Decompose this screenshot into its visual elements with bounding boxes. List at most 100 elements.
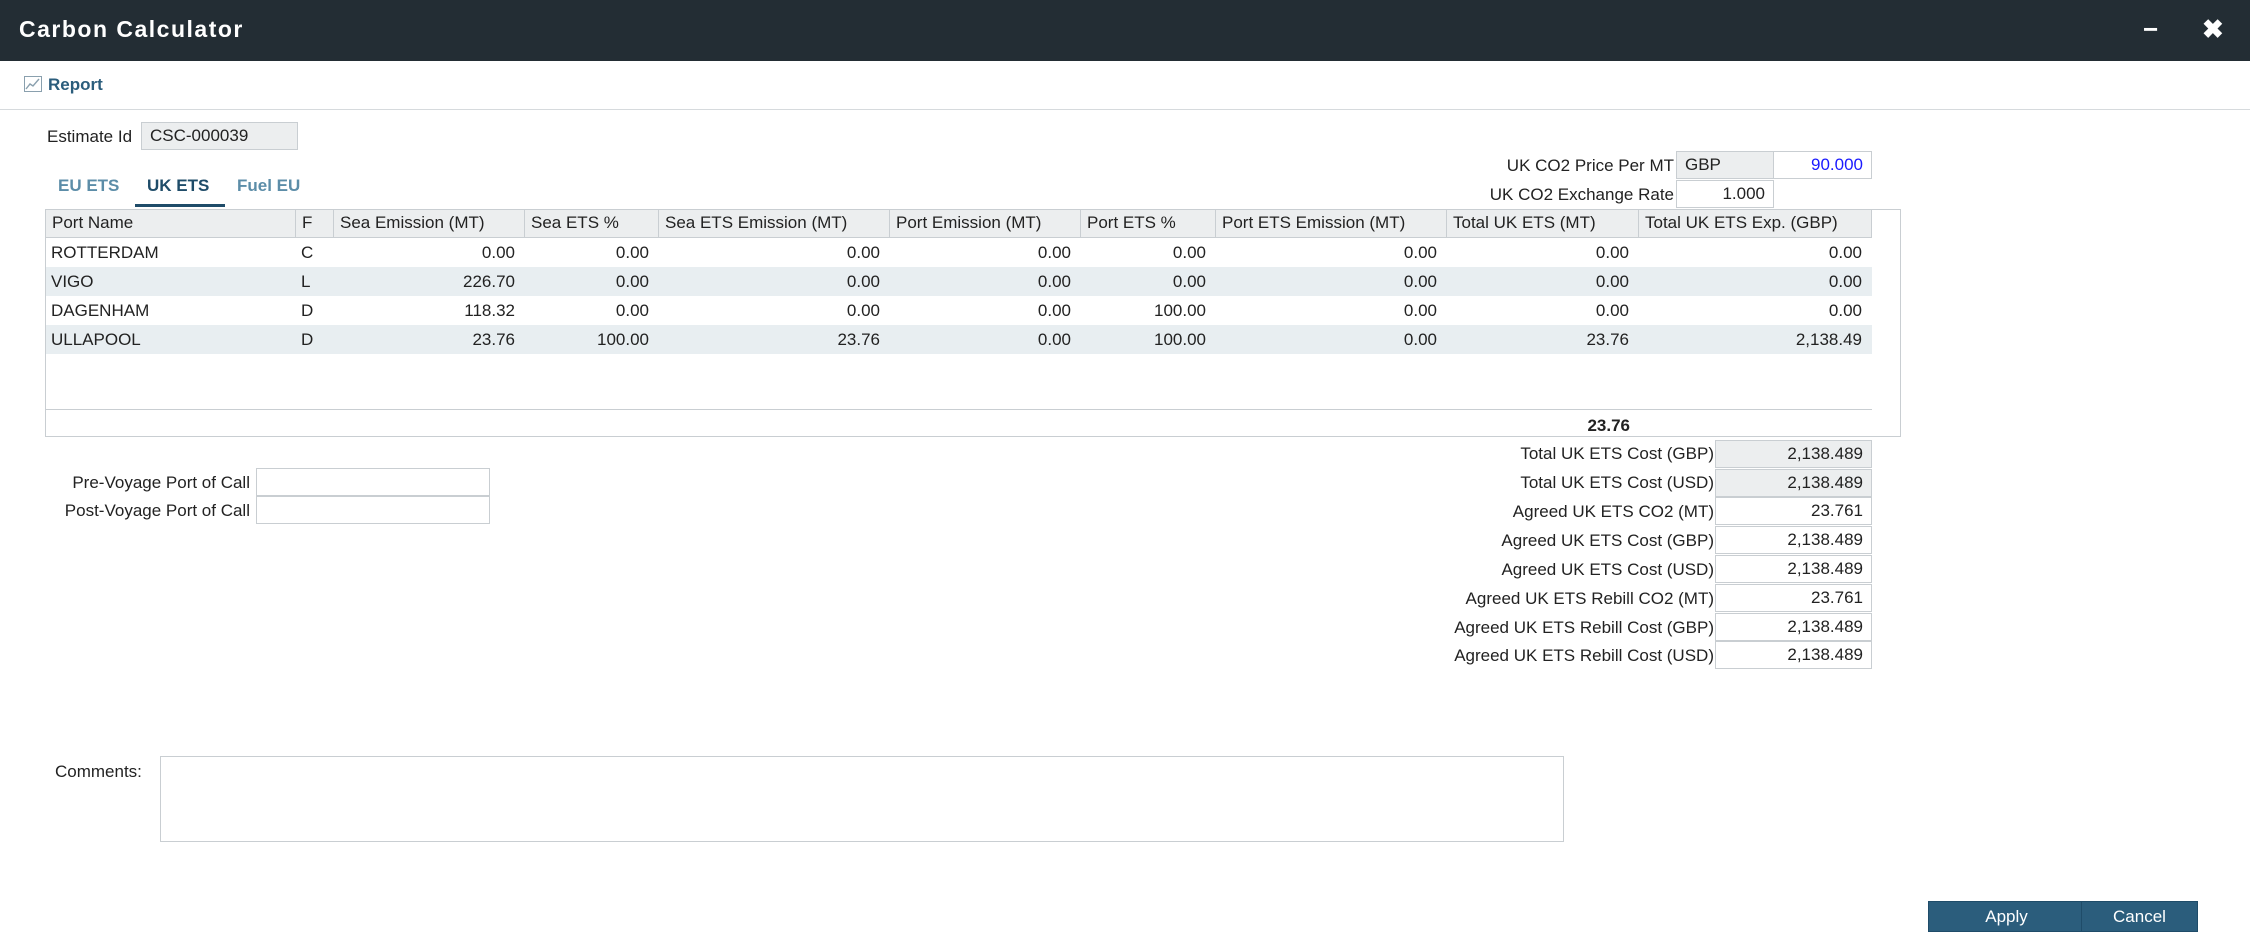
table-row[interactable]: ULLAPOOL D 23.76 100.00 23.76 0.00 100.0…: [46, 325, 1872, 354]
column-header[interactable]: Sea ETS %: [525, 210, 659, 237]
cancel-button[interactable]: Cancel: [2081, 901, 2198, 932]
total-uk-ets-exp-cell: 0.00: [1828, 272, 1862, 291]
tab-uk-ets[interactable]: UK ETS: [147, 176, 210, 195]
post-voyage-label: Post-Voyage Port of Call: [64, 501, 250, 520]
grid-header: Port Name F Sea Emission (MT) Sea ETS % …: [46, 210, 1872, 238]
estimate-id-label: Estimate Id: [47, 127, 133, 146]
agreed-cost-usd-input[interactable]: 2,138.489: [1715, 555, 1872, 583]
window-title: Carbon Calculator: [19, 16, 244, 42]
sea-emission-cell: 23.76: [472, 330, 515, 349]
agreed-cost-gbp-label: Agreed UK ETS Cost (GBP): [1501, 531, 1714, 550]
total-uk-ets-cell: 0.00: [1595, 272, 1629, 291]
sea-ets-pct-cell: 100.00: [597, 330, 649, 349]
emissions-grid: Port Name F Sea Emission (MT) Sea ETS % …: [45, 209, 1901, 437]
sea-ets-emission-cell: 0.00: [846, 272, 880, 291]
agreed-cost-gbp-input[interactable]: 2,138.489: [1715, 526, 1872, 554]
sea-ets-emission-cell: 23.76: [837, 330, 880, 349]
agreed-rebill-co2-input[interactable]: 23.761: [1715, 584, 1872, 612]
function-cell: C: [301, 243, 314, 262]
pre-voyage-label: Pre-Voyage Port of Call: [72, 473, 250, 492]
exchange-rate-input[interactable]: 1.000: [1676, 180, 1774, 208]
table-row[interactable]: ROTTERDAM C 0.00 0.00 0.00 0.00 0.00 0.0…: [46, 238, 1872, 267]
pre-voyage-input[interactable]: [256, 468, 490, 496]
port-name-cell: ROTTERDAM: [51, 243, 159, 262]
function-cell: L: [301, 272, 311, 291]
table-row[interactable]: VIGO L 226.70 0.00 0.00 0.00 0.00 0.00 0…: [46, 267, 1872, 296]
column-header[interactable]: Port ETS Emission (MT): [1216, 210, 1447, 237]
agreed-rebill-cost-usd-label: Agreed UK ETS Rebill Cost (USD): [1454, 646, 1714, 665]
estimate-id-field: CSC-000039: [141, 122, 298, 150]
report-label: Report: [48, 75, 103, 94]
column-header[interactable]: Port Emission (MT): [890, 210, 1081, 237]
total-uk-ets-cell: 0.00: [1595, 301, 1629, 320]
port-name-cell: VIGO: [51, 272, 94, 291]
port-emission-cell: 0.00: [1037, 243, 1071, 262]
apply-button[interactable]: Apply: [1928, 901, 2085, 932]
title-bar: Carbon Calculator − ✖: [0, 0, 2250, 61]
column-header[interactable]: Port Name: [46, 210, 296, 237]
sea-emission-cell: 0.00: [481, 243, 515, 262]
post-voyage-input[interactable]: [256, 496, 490, 524]
agreed-rebill-cost-usd-input[interactable]: 2,138.489: [1715, 641, 1872, 669]
report-button[interactable]: Report: [24, 75, 103, 95]
column-header[interactable]: F: [296, 210, 334, 237]
sea-ets-emission-cell: 0.00: [846, 301, 880, 320]
column-header[interactable]: Total UK ETS Exp. (GBP): [1639, 210, 1872, 237]
port-emission-cell: 0.00: [1037, 272, 1071, 291]
function-cell: D: [301, 330, 314, 349]
exchange-rate-label: UK CO2 Exchange Rate: [1489, 185, 1674, 204]
column-header[interactable]: Total UK ETS (MT): [1447, 210, 1639, 237]
total-cost-gbp-label: Total UK ETS Cost (GBP): [1520, 444, 1714, 463]
total-cost-usd-label: Total UK ETS Cost (USD): [1520, 473, 1714, 492]
sea-ets-emission-cell: 0.00: [846, 243, 880, 262]
function-cell: D: [301, 301, 314, 320]
sea-ets-pct-cell: 0.00: [615, 301, 649, 320]
tab-fuel-eu[interactable]: Fuel EU: [237, 176, 301, 195]
port-name-cell: DAGENHAM: [51, 301, 150, 320]
port-ets-emission-cell: 0.00: [1403, 301, 1437, 320]
column-header[interactable]: Port ETS %: [1081, 210, 1216, 237]
column-header[interactable]: Sea ETS Emission (MT): [659, 210, 890, 237]
port-name-cell: ULLAPOOL: [51, 330, 141, 349]
sea-ets-pct-cell: 0.00: [615, 272, 649, 291]
tab-eu-ets[interactable]: EU ETS: [58, 176, 120, 195]
column-header[interactable]: Sea Emission (MT): [334, 210, 525, 237]
agreed-co2-input[interactable]: 23.761: [1715, 497, 1872, 525]
port-emission-cell: 0.00: [1037, 330, 1071, 349]
total-cost-usd-field: 2,138.489: [1715, 469, 1872, 497]
total-uk-ets-exp-cell: 2,138.49: [1795, 330, 1862, 349]
active-tab-indicator: [135, 204, 225, 207]
chart-icon: [24, 76, 42, 92]
port-ets-emission-cell: 0.00: [1403, 272, 1437, 291]
sea-emission-cell: 118.32: [464, 301, 515, 320]
co2-price-input[interactable]: 90.000: [1773, 151, 1872, 179]
port-ets-pct-cell: 0.00: [1172, 243, 1206, 262]
sea-ets-pct-cell: 0.00: [615, 243, 649, 262]
co2-price-label: UK CO2 Price Per MT: [1506, 156, 1674, 175]
close-icon[interactable]: ✖: [2202, 14, 2224, 44]
agreed-rebill-co2-label: Agreed UK ETS Rebill CO2 (MT): [1465, 589, 1714, 608]
minus-icon[interactable]: −: [2143, 14, 2159, 44]
agreed-rebill-cost-gbp-label: Agreed UK ETS Rebill Cost (GBP): [1454, 618, 1714, 637]
port-ets-pct-cell: 100.00: [1154, 301, 1206, 320]
port-ets-emission-cell: 0.00: [1403, 243, 1437, 262]
table-row[interactable]: DAGENHAM D 118.32 0.00 0.00 0.00 100.00 …: [46, 296, 1872, 325]
total-uk-ets-exp-cell: 0.00: [1828, 301, 1862, 320]
agreed-rebill-cost-gbp-input[interactable]: 2,138.489: [1715, 613, 1872, 641]
grid-footer-divider: [46, 409, 1872, 410]
agreed-cost-usd-label: Agreed UK ETS Cost (USD): [1501, 560, 1714, 579]
agreed-co2-label: Agreed UK ETS CO2 (MT): [1512, 502, 1714, 521]
sea-emission-cell: 226.70: [463, 272, 515, 291]
total-uk-ets-sum: 23.76: [1587, 416, 1630, 435]
comments-label: Comments:: [55, 762, 142, 781]
port-emission-cell: 0.00: [1037, 301, 1071, 320]
port-ets-pct-cell: 0.00: [1172, 272, 1206, 291]
total-uk-ets-cell: 23.76: [1586, 330, 1629, 349]
total-uk-ets-exp-cell: 0.00: [1828, 243, 1862, 262]
port-ets-emission-cell: 0.00: [1403, 330, 1437, 349]
total-cost-gbp-field: 2,138.489: [1715, 440, 1872, 468]
currency-select[interactable]: GBP: [1676, 151, 1774, 179]
toolbar: [0, 61, 2250, 110]
comments-textarea[interactable]: [160, 756, 1564, 842]
port-ets-pct-cell: 100.00: [1154, 330, 1206, 349]
